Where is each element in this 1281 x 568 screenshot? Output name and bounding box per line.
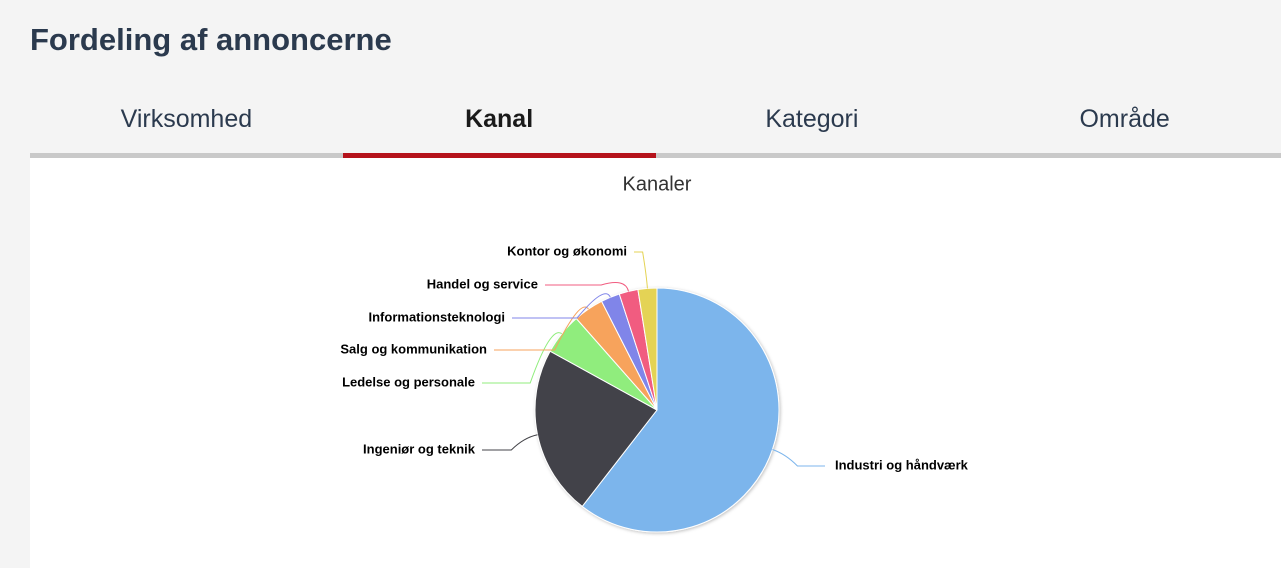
connector bbox=[512, 293, 611, 319]
connector bbox=[634, 251, 648, 289]
tab[interactable]: Kategori bbox=[765, 105, 859, 133]
tab[interactable]: Virksomhed bbox=[120, 105, 253, 133]
data-label: Ledelse og personale bbox=[342, 374, 475, 389]
data-label: Informationsteknologi bbox=[369, 309, 506, 324]
pie-slice bbox=[534, 350, 658, 508]
chart-title: Kanaler bbox=[623, 173, 692, 195]
connector bbox=[772, 449, 825, 467]
data-label: Ingeniør og teknik bbox=[363, 441, 476, 456]
pie-slice bbox=[581, 287, 780, 533]
connector bbox=[482, 332, 563, 384]
data-label: Salg og kommunikation bbox=[340, 341, 487, 356]
connector bbox=[482, 434, 538, 451]
data-label: Kontor og økonomi bbox=[507, 243, 627, 258]
tab[interactable]: Område bbox=[1079, 105, 1170, 133]
page-title: Fordeling af annoncerne bbox=[30, 22, 392, 57]
tab[interactable]: Kanal bbox=[342, 95, 656, 158]
connector bbox=[545, 282, 630, 292]
data-label: Industri og håndværk bbox=[835, 457, 969, 472]
tab-bar: Virksomhed Kanal Kategori Område bbox=[30, 95, 1281, 158]
data-label: Handel og service bbox=[427, 276, 538, 291]
pie bbox=[534, 287, 780, 533]
